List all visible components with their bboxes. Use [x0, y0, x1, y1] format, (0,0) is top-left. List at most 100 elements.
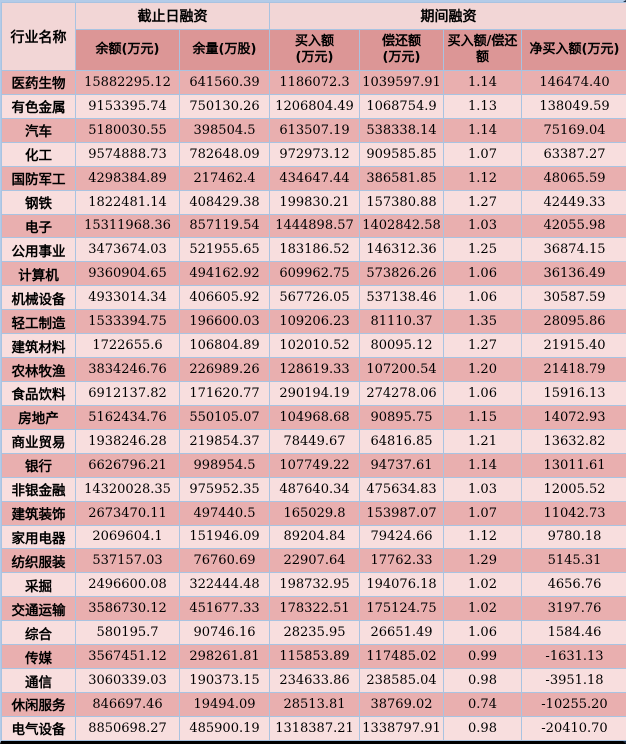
- table-row: 综合 580195.7 90746.16 28235.95 26651.49 1.06 15…: [1, 620, 626, 646]
- value-cell: 641560.39: [179, 70, 270, 95]
- table-row: 建筑材料 1722655.6 106804.89 102010.52 80095.12 1…: [1, 333, 626, 359]
- value-cell: 153987.07: [359, 500, 444, 526]
- value-cell: 1039597.91: [359, 70, 444, 95]
- value-cell: 1.25: [443, 237, 522, 263]
- value-cell: 609962.75: [269, 261, 360, 287]
- value-cell: 537138.46: [359, 285, 444, 311]
- value-cell: 90746.16: [179, 620, 270, 646]
- value-cell: 6626796.21: [75, 452, 180, 478]
- table-row: 交通运输 3586730.12 451677.33 178322.51 175124.7…: [1, 596, 626, 622]
- table-row: 传媒 3567451.12 298261.81 115853.89 117485.02 0…: [1, 644, 626, 670]
- value-cell: 21915.40: [521, 333, 626, 359]
- value-cell: 1584.46: [521, 620, 626, 646]
- industry-name-cell: 国防军工: [1, 165, 76, 191]
- value-cell: 151946.09: [179, 524, 270, 550]
- value-cell: 298261.81: [179, 644, 270, 670]
- corner-header-industry-name: 行业名称: [1, 2, 76, 71]
- value-cell: 1722655.6: [75, 333, 180, 359]
- industry-name-cell: 医药生物: [1, 70, 76, 95]
- value-cell: 975952.35: [179, 476, 270, 502]
- value-cell: 550105.07: [179, 404, 270, 430]
- value-cell: 857119.54: [179, 213, 270, 239]
- value-cell: 178322.51: [269, 596, 360, 622]
- value-cell: 3834246.76: [75, 357, 180, 382]
- value-cell: 782648.09: [179, 141, 270, 167]
- value-cell: 28513.81: [269, 691, 360, 717]
- col-header-balance: 余额(万元): [75, 29, 180, 71]
- value-cell: -3951.18: [521, 668, 626, 693]
- value-cell: 2069604.1: [75, 524, 180, 550]
- value-cell: 36874.15: [521, 237, 626, 263]
- value-cell: 1.06: [443, 380, 522, 406]
- industry-name-cell: 交通运输: [1, 596, 76, 622]
- value-cell: 190373.15: [179, 668, 270, 693]
- value-cell: 15311968.36: [75, 213, 180, 239]
- table-row: 电气设备 8850698.27 485900.19 1318387.21 1338797…: [1, 715, 626, 742]
- table-row: 纺织服装 537157.03 76760.69 22907.64 17762.33 1.2…: [1, 548, 626, 574]
- value-cell: 28235.95: [269, 620, 360, 646]
- industry-name-cell: 传媒: [1, 644, 76, 670]
- value-cell: 13011.61: [521, 452, 626, 478]
- table-row: 休闲服务 846697.46 19494.09 28513.81 38769.02 0.7…: [1, 691, 626, 717]
- value-cell: 75169.04: [521, 117, 626, 143]
- value-cell: 451677.33: [179, 596, 270, 622]
- value-cell: 1.14: [443, 117, 522, 143]
- table-row: 食品饮料 6912137.82 171620.77 290194.19 274278.0…: [1, 380, 626, 406]
- value-cell: 175124.75: [359, 596, 444, 622]
- value-cell: 3567451.12: [75, 644, 180, 670]
- value-cell: 9780.18: [521, 524, 626, 550]
- industry-name-cell: 银行: [1, 452, 76, 478]
- industry-name-cell: 通信: [1, 668, 76, 693]
- value-cell: 1.21: [443, 428, 522, 454]
- table-row: 钢铁 1822481.14 408429.38 199830.21 157380.88 1…: [1, 189, 626, 215]
- value-cell: 1.02: [443, 572, 522, 598]
- value-cell: 1.14: [443, 70, 522, 95]
- value-cell: 3586730.12: [75, 596, 180, 622]
- industry-name-cell: 农林牧渔: [1, 357, 76, 382]
- value-cell: 3060339.03: [75, 668, 180, 693]
- value-cell: 408429.38: [179, 189, 270, 215]
- value-cell: 194076.18: [359, 572, 444, 598]
- industry-name-cell: 电子: [1, 213, 76, 239]
- value-cell: 90895.75: [359, 404, 444, 430]
- value-cell: 567726.05: [269, 285, 360, 311]
- col-header-buy-repay-ratio: 买入额/偿还额: [443, 29, 522, 71]
- table-row: 房地产 5162434.76 550105.07 104968.68 90895.75 1…: [1, 404, 626, 430]
- value-cell: 9360904.65: [75, 261, 180, 287]
- value-cell: 5162434.76: [75, 404, 180, 430]
- value-cell: 386581.85: [359, 165, 444, 191]
- industry-name-cell: 建筑材料: [1, 333, 76, 359]
- industry-name-cell: 化工: [1, 141, 76, 167]
- value-cell: 171620.77: [179, 380, 270, 406]
- industry-name-cell: 房地产: [1, 404, 76, 430]
- value-cell: 183186.52: [269, 237, 360, 263]
- value-cell: 1938246.28: [75, 428, 180, 454]
- value-cell: 128619.33: [269, 357, 360, 382]
- industry-name-cell: 钢铁: [1, 189, 76, 215]
- value-cell: 580195.7: [75, 620, 180, 646]
- value-cell: 1.35: [443, 309, 522, 335]
- value-cell: 537157.03: [75, 548, 180, 574]
- table-row: 通信 3060339.03 190373.15 234633.86 238585.04 0…: [1, 668, 626, 693]
- table-row: 商业贸易 1938246.28 219854.37 78449.67 64816.85 1…: [1, 428, 626, 454]
- table-row: 电子 15311968.36 857119.54 1444898.57 1402842.…: [1, 213, 626, 239]
- col-header-net-buy-amount: 净买入额(万元): [521, 29, 626, 71]
- value-cell: 79424.66: [359, 524, 444, 550]
- value-cell: 4933014.34: [75, 285, 180, 311]
- value-cell: 6912137.82: [75, 380, 180, 406]
- value-cell: 89204.84: [269, 524, 360, 550]
- table-row: 有色金属 9153395.74 750130.26 1206804.49 1068754…: [1, 93, 626, 119]
- value-cell: 1338797.91: [359, 715, 444, 742]
- value-cell: 9153395.74: [75, 93, 180, 119]
- value-cell: 406605.92: [179, 285, 270, 311]
- value-cell: 13632.82: [521, 428, 626, 454]
- value-cell: 1.07: [443, 141, 522, 167]
- table-row: 家用电器 2069604.1 151946.09 89204.84 79424.66 1.…: [1, 524, 626, 550]
- value-cell: 14072.93: [521, 404, 626, 430]
- value-cell: 1.12: [443, 165, 522, 191]
- industry-name-cell: 食品饮料: [1, 380, 76, 406]
- value-cell: 3197.76: [521, 596, 626, 622]
- industry-name-cell: 轻工制造: [1, 309, 76, 335]
- value-cell: 26651.49: [359, 620, 444, 646]
- industry-name-cell: 商业贸易: [1, 428, 76, 454]
